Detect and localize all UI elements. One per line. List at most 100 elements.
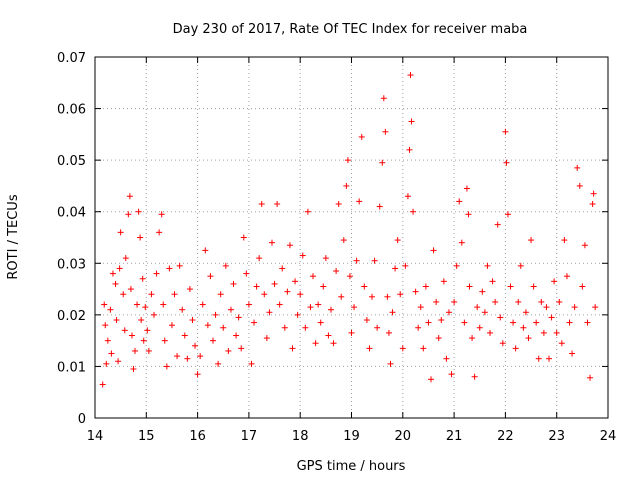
data-point [507,283,514,290]
data-point [202,247,209,254]
data-point [115,358,122,365]
data-points [99,72,599,388]
data-point [137,234,144,241]
data-point [379,159,386,166]
data-point [320,283,327,290]
data-point [474,304,481,311]
data-point [286,242,293,249]
data-point [132,347,139,354]
data-point [312,340,319,347]
data-point [139,275,146,282]
data-point [510,319,517,326]
data-point [107,306,114,313]
data-point [126,193,133,200]
data-point [112,280,119,287]
data-point [502,128,509,135]
data-point [140,337,147,344]
data-point [422,283,429,290]
data-point [481,309,488,316]
data-point [361,283,368,290]
data-point [366,345,373,352]
data-point [397,291,404,298]
data-point [563,273,570,280]
data-point [256,255,263,262]
data-point [487,329,494,336]
data-point [113,317,120,324]
data-point [385,329,392,336]
data-point [407,72,414,79]
data-point [484,262,491,269]
data-point [363,317,370,324]
data-point [322,255,329,262]
data-point [417,304,424,311]
data-point [142,304,149,311]
data-point [294,311,301,318]
data-point [382,128,389,135]
data-point [153,270,160,277]
data-point [243,270,250,277]
data-point [433,298,440,305]
data-point [307,304,314,311]
data-point [108,350,115,357]
data-point [461,319,468,326]
data-point [333,268,340,275]
data-point [356,198,363,205]
data-point [346,273,353,280]
data-point [289,345,296,352]
data-point [348,329,355,336]
data-point [525,335,532,342]
data-point [466,283,473,290]
data-point [281,324,288,331]
data-point [184,355,191,362]
data-point [258,200,265,207]
data-point [358,133,365,140]
x-tick-label: 15 [138,429,155,444]
data-point [135,208,142,215]
data-point [463,185,470,192]
data-point [503,159,510,166]
data-point [238,345,245,352]
data-point [453,262,460,269]
data-point [134,301,141,308]
data-point [233,332,240,339]
data-point [528,237,535,244]
data-point [499,340,506,347]
data-point [574,164,581,171]
x-tick-label: 17 [241,429,258,444]
data-point [399,345,406,352]
data-point [576,182,583,189]
data-point [158,211,165,218]
data-point [458,239,465,246]
data-point [410,208,417,215]
data-point [371,257,378,264]
data-point [522,309,529,316]
data-point [344,157,351,164]
data-point [374,324,381,331]
data-point [581,242,588,249]
data-point [589,200,596,207]
x-tick-label: 24 [600,429,617,444]
data-point [99,381,106,388]
data-point [297,291,304,298]
data-point [389,309,396,316]
data-point [204,322,211,329]
data-point [412,288,419,295]
x-tick-label: 18 [292,429,309,444]
data-point [517,262,524,269]
plot-frame [94,56,609,419]
data-point [402,262,409,269]
data-point [222,262,229,269]
data-point [217,291,224,298]
data-point [109,270,116,277]
data-point [515,298,522,305]
data-point [315,301,322,308]
data-point [102,322,109,329]
data-point [504,211,511,218]
data-point [130,366,137,373]
data-point [104,337,111,344]
data-point [156,229,163,236]
y-tick-label: 0.05 [57,154,86,169]
data-point [161,337,168,344]
data-point [376,203,383,210]
